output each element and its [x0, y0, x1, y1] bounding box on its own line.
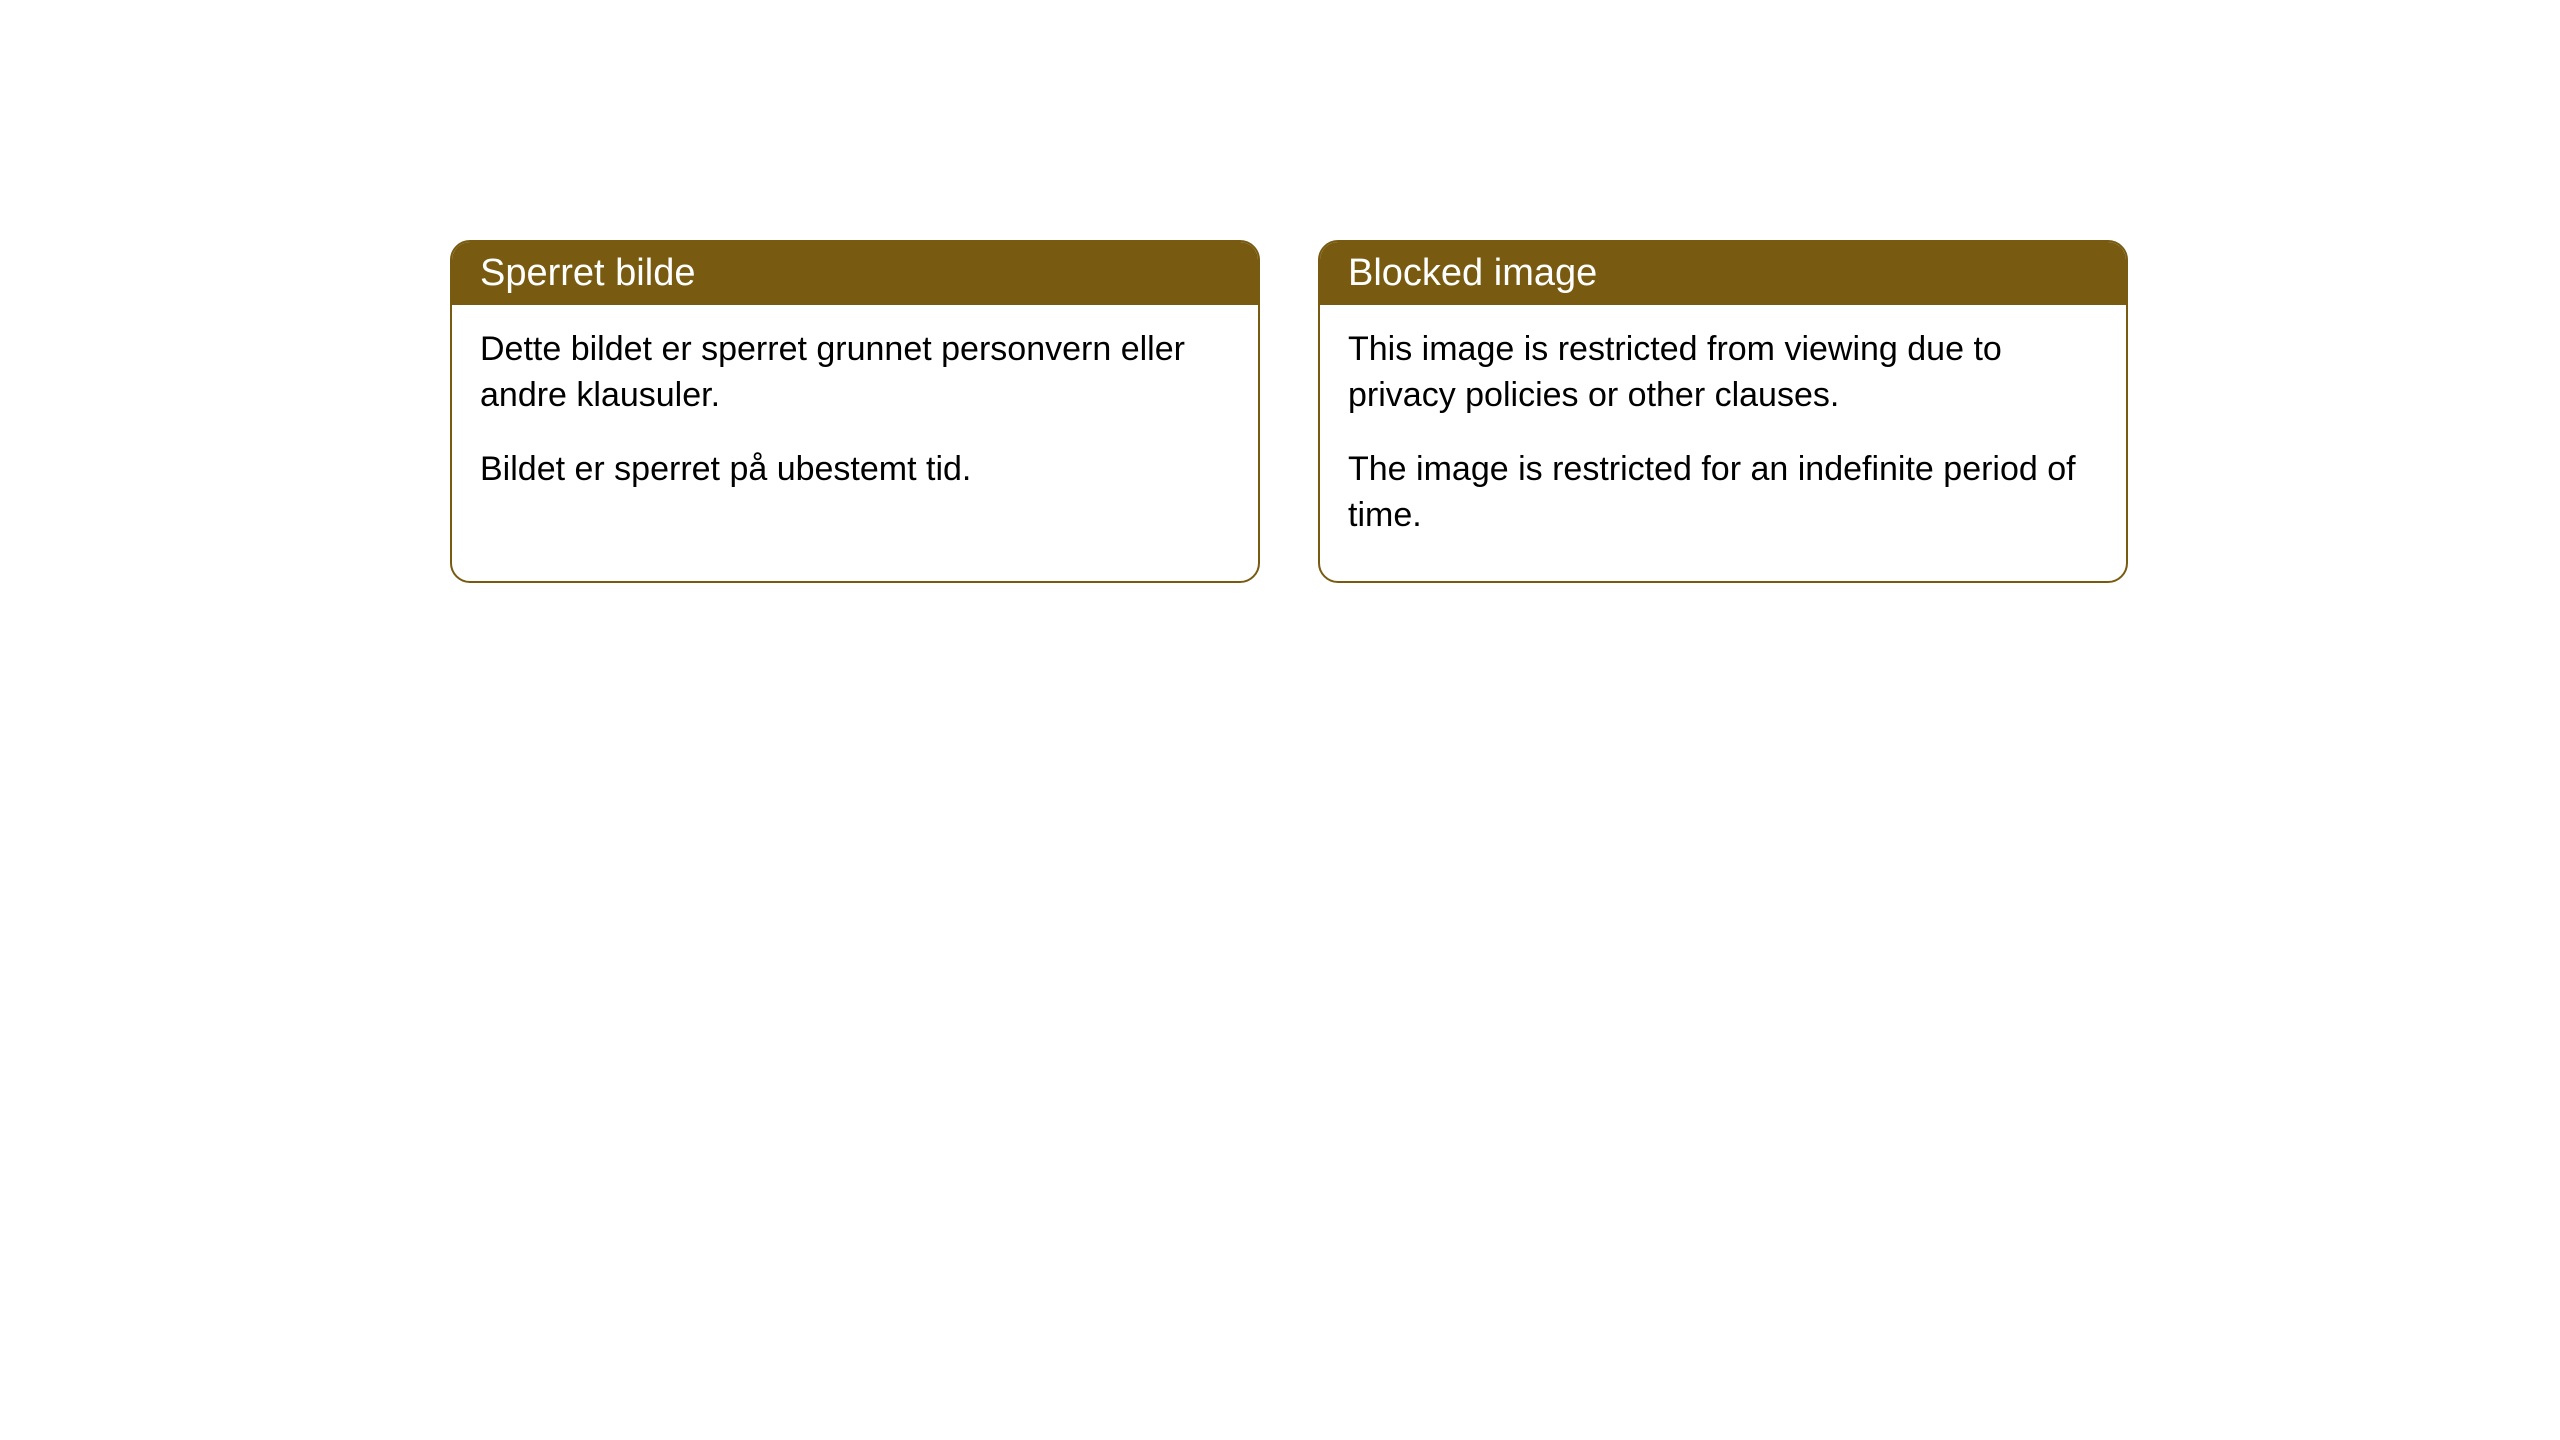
card-text-paragraph: The image is restricted for an indefinit…: [1348, 447, 2098, 539]
card-header-norwegian: Sperret bilde: [452, 242, 1258, 305]
cards-container: Sperret bilde Dette bildet er sperret gr…: [450, 240, 2128, 583]
card-text-paragraph: Bildet er sperret på ubestemt tid.: [480, 447, 1230, 493]
card-body-english: This image is restricted from viewing du…: [1320, 305, 2126, 581]
card-norwegian: Sperret bilde Dette bildet er sperret gr…: [450, 240, 1260, 583]
card-text-paragraph: This image is restricted from viewing du…: [1348, 327, 2098, 419]
card-body-norwegian: Dette bildet er sperret grunnet personve…: [452, 305, 1258, 535]
card-text-paragraph: Dette bildet er sperret grunnet personve…: [480, 327, 1230, 419]
card-english: Blocked image This image is restricted f…: [1318, 240, 2128, 583]
card-header-english: Blocked image: [1320, 242, 2126, 305]
